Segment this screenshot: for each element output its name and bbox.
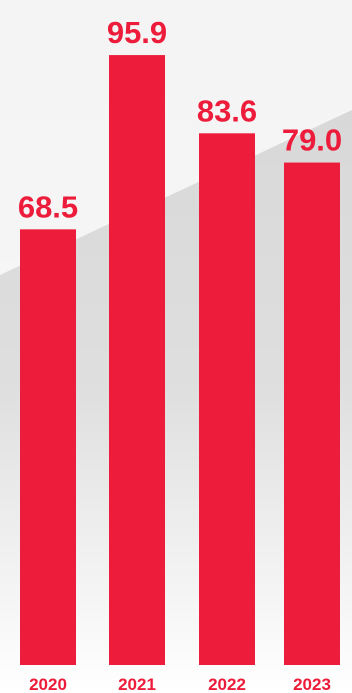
bar-value-label-2023: 79.0 xyxy=(282,123,342,158)
value-labels-group: 68.5 95.9 83.6 79.0 xyxy=(18,15,342,224)
category-labels-group: 2020 2021 2022 2023 xyxy=(29,675,331,693)
bar-value-label-2020: 68.5 xyxy=(18,189,78,224)
bar-2020 xyxy=(20,229,76,665)
x-tick-label-2020: 2020 xyxy=(29,675,67,693)
bar-value-label-2021: 95.9 xyxy=(107,15,167,50)
x-tick-label-2023: 2023 xyxy=(293,675,331,693)
x-tick-label-2022: 2022 xyxy=(208,675,246,693)
bar-value-label-2022: 83.6 xyxy=(197,93,257,128)
bar-2022 xyxy=(199,133,255,665)
bar-2023 xyxy=(284,162,340,665)
bars-group xyxy=(20,55,340,666)
x-tick-label-2021: 2021 xyxy=(118,675,156,693)
bar-2021 xyxy=(109,55,165,666)
